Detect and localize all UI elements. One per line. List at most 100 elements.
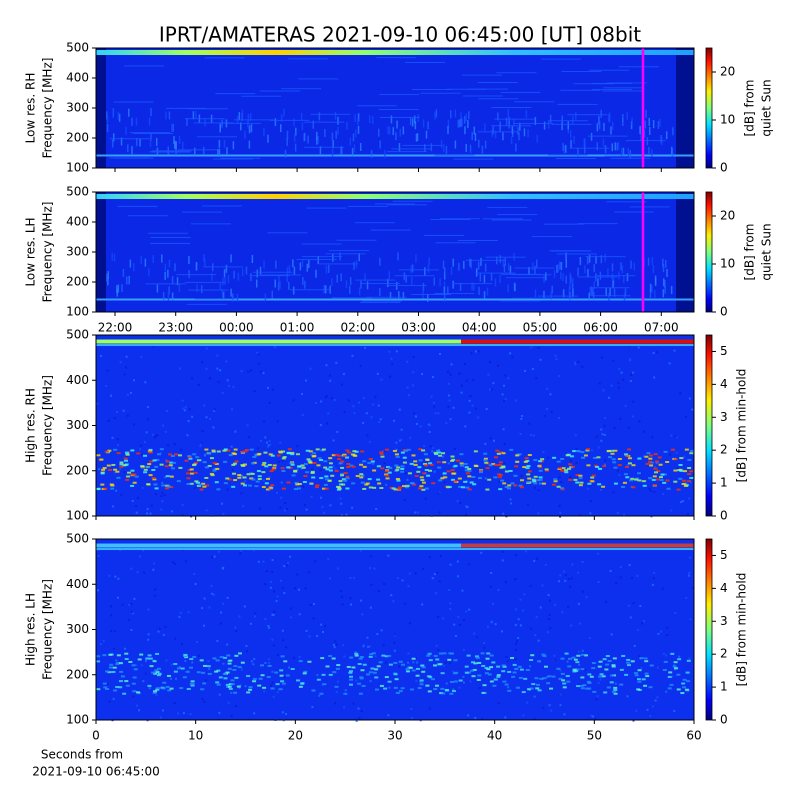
spectrogram-texture	[130, 628, 133, 631]
spectrogram-texture	[250, 660, 253, 663]
spectrogram-texture	[240, 661, 245, 664]
spectrogram-texture	[136, 704, 139, 707]
spectrogram-texture	[658, 476, 663, 479]
spectrogram-texture	[352, 133, 355, 142]
y-tick-label: 400	[66, 71, 89, 85]
spectrogram-texture	[155, 687, 160, 690]
spectrogram-texture	[341, 595, 344, 598]
spectrogram-texture	[679, 457, 684, 460]
spectrogram-texture	[429, 463, 434, 466]
spectrogram-texture	[392, 200, 433, 202]
spectrogram-texture	[544, 469, 549, 472]
spectrogram-texture	[334, 468, 337, 471]
spectrogram-texture	[507, 284, 509, 293]
spectrogram-texture	[323, 483, 328, 486]
spectrogram-texture	[212, 158, 253, 160]
spectrogram-texture	[541, 653, 546, 656]
spectrogram-texture	[447, 658, 452, 661]
spectrogram-texture	[99, 458, 104, 461]
spectrogram-texture	[378, 128, 380, 137]
y-tick-label: 100	[66, 305, 89, 319]
spectrogram-texture	[358, 287, 361, 296]
spectrogram-texture	[387, 471, 392, 474]
spectrogram-texture	[569, 476, 572, 479]
spectrogram-texture	[565, 454, 570, 457]
spectrogram-texture	[575, 661, 580, 664]
spectrogram-texture	[156, 453, 161, 456]
spectrogram-texture	[538, 460, 543, 463]
spectrogram-texture	[518, 484, 523, 487]
spectrogram-texture	[332, 644, 335, 647]
spectrogram-texture	[440, 687, 445, 690]
spectrogram-texture	[415, 133, 418, 142]
colorbar-tick-label: 4	[720, 377, 728, 391]
spectrogram-texture	[282, 456, 287, 459]
spectrogram-texture	[632, 719, 635, 722]
spectrogram-texture	[467, 120, 469, 129]
spectrogram-texture	[604, 253, 607, 262]
spectrogram-texture	[324, 625, 327, 628]
spectrogram-texture	[133, 668, 138, 671]
spectrogram-texture	[689, 618, 692, 621]
spectrogram-texture	[155, 652, 160, 655]
spectrogram-texture	[338, 480, 343, 483]
spectrogram-texture	[560, 488, 565, 491]
spectrogram-texture	[494, 118, 535, 120]
spectrogram-texture	[526, 503, 529, 506]
spectrogram-texture	[152, 691, 157, 694]
spectrogram-texture	[171, 461, 176, 464]
spectrogram-texture	[443, 481, 446, 484]
spectrogram-texture	[307, 460, 312, 463]
spectrogram-texture	[637, 479, 642, 482]
spectrogram-texture	[572, 288, 574, 297]
spectrogram-texture	[325, 395, 328, 398]
spectrogram-texture	[379, 116, 420, 118]
spectrogram-texture	[325, 253, 366, 255]
spectrogram-texture	[279, 441, 282, 444]
spectrogram-texture	[401, 485, 406, 488]
spectrogram-texture	[599, 678, 602, 681]
spectrogram-texture	[216, 354, 219, 357]
spectrogram-texture	[395, 132, 397, 141]
spectrogram-texture	[195, 110, 197, 119]
spectrogram-texture	[471, 132, 473, 141]
spectrogram-texture	[562, 142, 564, 151]
spectrogram-texture	[405, 670, 410, 673]
spectrogram-texture	[357, 682, 362, 685]
spectrogram-texture	[181, 211, 222, 213]
spectrogram-texture	[688, 657, 691, 660]
spectrogram-texture	[406, 386, 409, 389]
spectrogram-texture	[492, 126, 494, 135]
spectrogram-texture	[360, 474, 365, 477]
spectrogram-texture	[105, 384, 108, 387]
spectrogram-texture	[155, 694, 158, 697]
spectrogram-texture	[648, 487, 651, 490]
spectrogram-texture	[246, 473, 251, 476]
spectrogram-texture	[159, 452, 162, 455]
spectrogram-texture	[588, 254, 591, 263]
spectrogram-texture	[351, 482, 356, 485]
spectrogram-texture	[141, 486, 144, 489]
spectrogram-texture	[399, 439, 402, 442]
spectrogram-texture	[460, 384, 463, 387]
spectrogram-texture	[458, 262, 460, 271]
spectrogram-texture	[150, 108, 152, 117]
spectrogram-texture	[580, 653, 585, 656]
spectrogram-texture	[222, 449, 227, 452]
spectrogram-texture	[156, 434, 159, 437]
spectrogram-texture	[131, 664, 136, 667]
spectrogram-texture	[571, 656, 576, 659]
spectrogram-texture	[335, 667, 340, 670]
spectrogram-texture	[189, 682, 194, 685]
spectrogram-texture	[534, 265, 536, 274]
spectrogram-texture	[316, 464, 321, 467]
spectrogram-texture	[418, 487, 423, 490]
spectrogram-texture	[325, 468, 330, 471]
spectrogram-texture	[620, 485, 625, 488]
spectrogram-texture	[602, 658, 607, 661]
spectrogram-texture	[96, 192, 106, 312]
spectrogram-texture	[372, 403, 375, 406]
spectrogram-texture	[305, 508, 308, 511]
spectrogram-texture	[288, 281, 290, 290]
spectrogram-texture	[268, 658, 271, 661]
